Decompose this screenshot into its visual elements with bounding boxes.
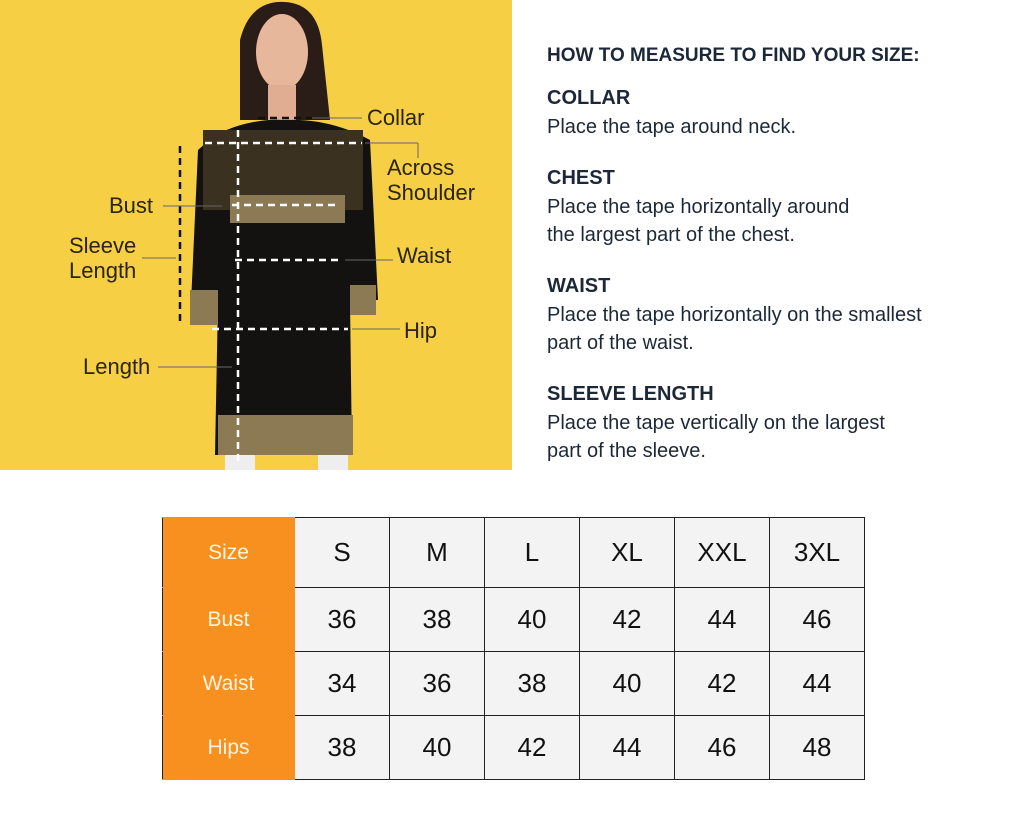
label-across: Across [387, 155, 455, 180]
table-cell: 36 [294, 587, 390, 652]
table-cell: 46 [674, 715, 770, 780]
table-cell: 42 [484, 715, 580, 780]
table-cell: 36 [389, 651, 485, 716]
table-cell: 38 [294, 715, 390, 780]
size-chart-table: Size S M L XL XXL 3XL Bust 36 38 40 42 4… [162, 517, 865, 780]
waist-heading: WAIST [547, 275, 611, 297]
header-cell: XL [579, 517, 675, 588]
table-cell: 38 [389, 587, 485, 652]
row-label: Bust [162, 587, 295, 652]
label-sleeve: Sleeve [69, 233, 137, 258]
table-cell: 42 [674, 651, 770, 716]
header-cell: M [389, 517, 485, 588]
table-cell: 40 [389, 715, 485, 780]
row-label: Waist [162, 651, 295, 716]
waist-text-1: Place the tape horizontally on the small… [547, 304, 922, 326]
header-cell: 3XL [769, 517, 865, 588]
label-waist: Waist [397, 243, 452, 268]
table-cell: 34 [294, 651, 390, 716]
table-cell: 44 [674, 587, 770, 652]
header-cell: XXL [674, 517, 770, 588]
table-cell: 46 [769, 587, 865, 652]
model-figure [142, 1, 419, 470]
table-row: Hips 38 40 42 44 46 48 [162, 715, 865, 780]
model-illustration: Collar Across Shoulder Bust Sleeve Lengt… [0, 0, 512, 470]
header-cell: L [484, 517, 580, 588]
chest-text-2: the largest part of the chest. [547, 224, 795, 246]
table-row: Bust 36 38 40 42 44 46 [162, 587, 865, 652]
waist-text-2: part of the waist. [547, 332, 694, 354]
table-cell: 38 [484, 651, 580, 716]
table-cell: 40 [579, 651, 675, 716]
sleeve-heading: SLEEVE LENGTH [547, 383, 714, 405]
collar-text: Place the tape around neck. [547, 116, 797, 138]
row-label: Hips [162, 715, 295, 780]
chest-heading: CHEST [547, 167, 615, 189]
label-sleeve-length: Length [69, 258, 137, 283]
sleeve-text-1: Place the tape vertically on the largest [547, 412, 885, 434]
table-cell: 42 [579, 587, 675, 652]
guide-title: HOW TO MEASURE TO FIND YOUR SIZE: [547, 45, 920, 66]
label-bust: Bust [109, 193, 154, 218]
table-row: Waist 34 36 38 40 42 44 [162, 651, 865, 716]
table-cell: 44 [769, 651, 865, 716]
chest-text-1: Place the tape horizontally around [547, 196, 850, 218]
header-cell: Size [162, 517, 295, 588]
label-collar: Collar [367, 105, 425, 130]
label-shoulder: Shoulder [387, 180, 476, 205]
table-header-row: Size S M L XL XXL 3XL [162, 517, 865, 588]
table-cell: 48 [769, 715, 865, 780]
table-cell: 44 [579, 715, 675, 780]
table-cell: 40 [484, 587, 580, 652]
collar-heading: COLLAR [547, 87, 631, 109]
sleeve-text-2: part of the sleeve. [547, 440, 706, 462]
label-hip: Hip [404, 318, 438, 343]
header-cell: S [294, 517, 390, 588]
label-length: Length [83, 354, 151, 379]
